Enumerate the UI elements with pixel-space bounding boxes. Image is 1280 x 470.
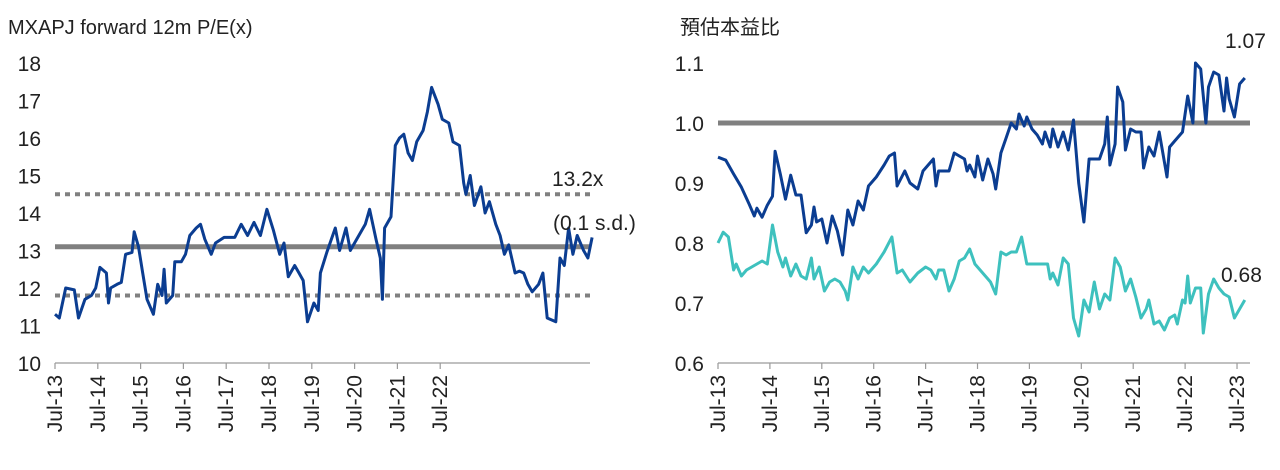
x-tick-label: Jul-16 <box>172 375 195 432</box>
y-tick-label: 10 <box>18 353 41 376</box>
y-tick-label: 12 <box>18 278 41 301</box>
series-line-0 <box>717 61 1246 257</box>
x-tick-label: Jul-19 <box>301 375 324 432</box>
x-tick-label: Jul-20 <box>1070 375 1093 432</box>
chart-title: 預估本益比 <box>680 16 780 39</box>
x-tick-label: Jul-15 <box>811 375 834 432</box>
x-tick-label: Jul-17 <box>215 375 238 432</box>
series-line-1 <box>716 223 1247 338</box>
x-tick-label: Jul-18 <box>258 375 281 432</box>
y-tick-label: 16 <box>18 128 41 151</box>
annotation-label: 13.2x <box>552 168 604 191</box>
annotation-label: (0.1 s.d.) <box>553 212 636 235</box>
y-tick-label: 18 <box>18 53 41 76</box>
x-tick-label: Jul-22 <box>429 375 452 432</box>
chart-title: MXAPJ forward 12m P/E(x) <box>8 17 253 39</box>
x-tick-label: Jul-14 <box>759 375 782 433</box>
y-tick-label: 17 <box>18 91 41 114</box>
series-line-0 <box>54 85 594 324</box>
x-tick-label: Jul-21 <box>1122 375 1145 432</box>
y-tick-label: 0.8 <box>675 233 704 256</box>
y-tick-label: 1.1 <box>675 53 704 76</box>
y-tick-label: 1.0 <box>675 113 704 136</box>
x-tick-label: Jul-21 <box>386 375 409 432</box>
y-tick-label: 14 <box>18 203 42 226</box>
y-tick-label: 13 <box>18 241 41 264</box>
x-tick-label: Jul-13 <box>44 375 67 432</box>
x-tick-label: Jul-22 <box>1174 375 1197 432</box>
x-tick-label: Jul-17 <box>915 375 938 432</box>
y-tick-label: 0.9 <box>675 173 704 196</box>
x-tick-label: Jul-23 <box>1226 375 1249 432</box>
y-tick-label: 0.7 <box>675 293 704 316</box>
x-tick-label: Jul-16 <box>863 375 886 432</box>
x-tick-label: Jul-19 <box>1018 375 1041 432</box>
x-tick-label: Jul-15 <box>130 375 153 432</box>
y-tick-label: 0.6 <box>675 353 704 376</box>
y-tick-label: 11 <box>19 316 41 339</box>
y-tick-label: 15 <box>18 166 41 189</box>
annotation-label: 1.07 <box>1225 30 1266 53</box>
annotation-label: 0.68 <box>1221 264 1262 287</box>
x-tick-label: Jul-18 <box>967 375 990 432</box>
x-tick-label: Jul-20 <box>344 375 367 432</box>
x-tick-label: Jul-14 <box>87 375 110 433</box>
x-tick-label: Jul-13 <box>707 375 730 432</box>
